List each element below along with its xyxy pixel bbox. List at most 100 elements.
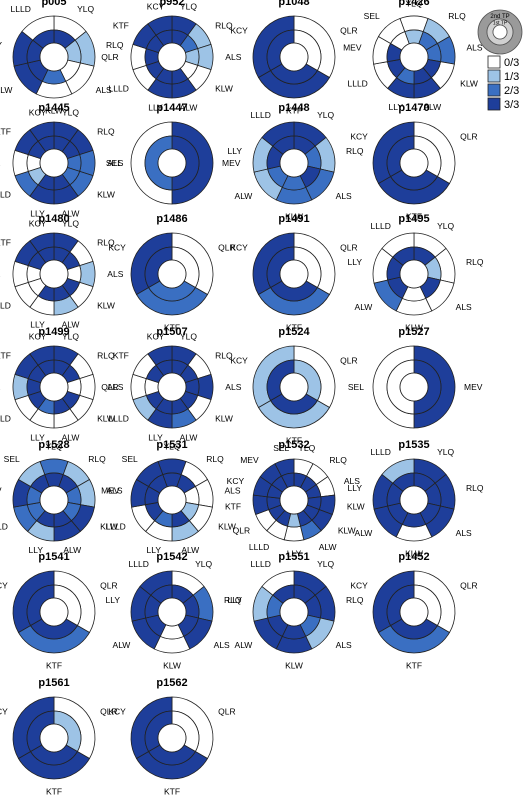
segment-label: QLR [101, 52, 118, 62]
patient-id-label: p1561 [38, 677, 69, 689]
center-hole [279, 372, 309, 402]
patient-id-label: p1528 [38, 439, 69, 451]
segment-label: LLY [348, 483, 363, 493]
segment-label: LLY [30, 320, 45, 330]
segment-label: KCY [108, 706, 126, 716]
segment-label: RLQ [329, 455, 347, 465]
patient-id-label: p1527 [398, 326, 429, 338]
patient-id-label: p1532 [278, 439, 309, 451]
patient-id-label: p1470 [398, 102, 429, 114]
patient-chart-p1551: p1551 YLQ RLQ ALS KLW ALW LLY LLLD [228, 551, 364, 670]
segment-label: LLLD [249, 542, 269, 552]
segment-label: QLR [100, 580, 117, 590]
patient-chart-p1562: p1562 QLR KTF KCY [108, 677, 235, 796]
segment-label: KTF [164, 322, 180, 332]
patient-id-label: p1535 [398, 439, 429, 451]
patient-id-label: p1507 [156, 326, 187, 338]
segment-label: LLLD [348, 79, 368, 89]
segment-label: QLR [460, 131, 477, 141]
segment-label: ALS [336, 640, 352, 650]
legend-label: 0/3 [504, 57, 519, 69]
legend-swatch [487, 55, 501, 69]
legend-key-label-2nd: 2nd TP [490, 14, 509, 20]
patient-id-label: p005 [41, 0, 66, 8]
segment-label: QLR [100, 706, 117, 716]
segment-label: KCY [350, 580, 368, 590]
segment-label: KCY [230, 25, 248, 35]
segment-label: RLQ [97, 238, 115, 248]
center-hole [39, 148, 69, 178]
segment-label: ALS [106, 486, 122, 496]
segment-label: LLLD [0, 413, 11, 423]
segment-label: LLLD [371, 447, 391, 457]
segment-label: KLW [163, 660, 181, 670]
segment-label: KTF [46, 660, 62, 670]
segment-label: KTF [286, 322, 302, 332]
segment-label: KTF [406, 660, 422, 670]
segment-label: YLQ [437, 447, 454, 457]
patient-chart-p1527: p1527 MEV SEL [348, 326, 483, 429]
segment-label: ALS [224, 486, 240, 496]
segment-label: LLLD [0, 300, 11, 310]
segment-label: SEL [364, 11, 380, 21]
segment-label: ALW [62, 209, 80, 219]
segment-label: QLR [340, 242, 357, 252]
segment-label: ALS [456, 528, 472, 538]
segment-label: KTF [113, 351, 129, 361]
segment-label: ALS [336, 191, 352, 201]
segment-label: YLQ [45, 442, 62, 452]
segment-label: ALW [180, 433, 198, 443]
segment-label: SEL [273, 443, 289, 453]
segment-label: ALW [62, 320, 80, 330]
legend-key-label-1st: 1st TP [493, 21, 508, 27]
segment-label: LLY [148, 103, 163, 113]
patient-id-label: p1426 [398, 0, 429, 8]
segment-label: KTF [0, 127, 11, 137]
segment-label: KTF [225, 501, 241, 511]
segment-label: KCY [108, 242, 126, 252]
patient-id-label: p1445 [38, 102, 69, 114]
segment-label: ALS [466, 43, 482, 53]
segment-label: ALS [107, 158, 123, 168]
patient-chart-p1532: p1532YLQRLQALSKLWKLWALWLLYLLLDQLRKTFKCYM… [225, 439, 365, 558]
segment-label: RLQ [206, 454, 224, 464]
segment-label: RLQ [215, 21, 233, 31]
segment-label: QLR [101, 382, 118, 392]
center-hole [157, 723, 187, 753]
center-hole [279, 485, 309, 515]
segment-label: ALW [235, 191, 253, 201]
patient-id-label: p1524 [278, 326, 310, 338]
segment-label: QLR [218, 242, 235, 252]
patient-chart-p1452: p1452 QLR KTF KCY [350, 551, 477, 670]
patient-chart-p1486: p1486 QLR KTF KCY [108, 213, 235, 332]
segment-label: KCY [147, 1, 165, 11]
segment-label: KLW [405, 322, 423, 332]
segment-label: KCY [0, 580, 8, 590]
patient-id-label: p1480 [38, 213, 69, 225]
segment-label: SEL [122, 454, 138, 464]
segment-label: LLLD [371, 221, 391, 231]
segment-label: RLQ [346, 146, 364, 156]
segment-label: KTF [164, 786, 180, 796]
segment-label: KLW [405, 548, 423, 558]
segment-label: ALW [0, 85, 12, 95]
segment-label: YLQ [180, 1, 197, 11]
segment-label: KTF [286, 435, 302, 445]
segment-label: RLQ [346, 595, 364, 605]
patient-chart-p1447: p1447 MEV SEL [106, 102, 241, 205]
segment-label: QLR [233, 525, 250, 535]
segment-label: KTF [113, 21, 129, 31]
segment-label: KLW [218, 522, 236, 532]
patient-id-label: p1452 [398, 551, 429, 563]
patient-id-label: p1531 [156, 439, 187, 451]
segment-label: ALS [225, 52, 241, 62]
segment-label: LLY [147, 545, 162, 555]
segment-label: RLQ [88, 454, 106, 464]
segment-label: RLQ [466, 483, 484, 493]
segment-label: ALS [107, 382, 123, 392]
